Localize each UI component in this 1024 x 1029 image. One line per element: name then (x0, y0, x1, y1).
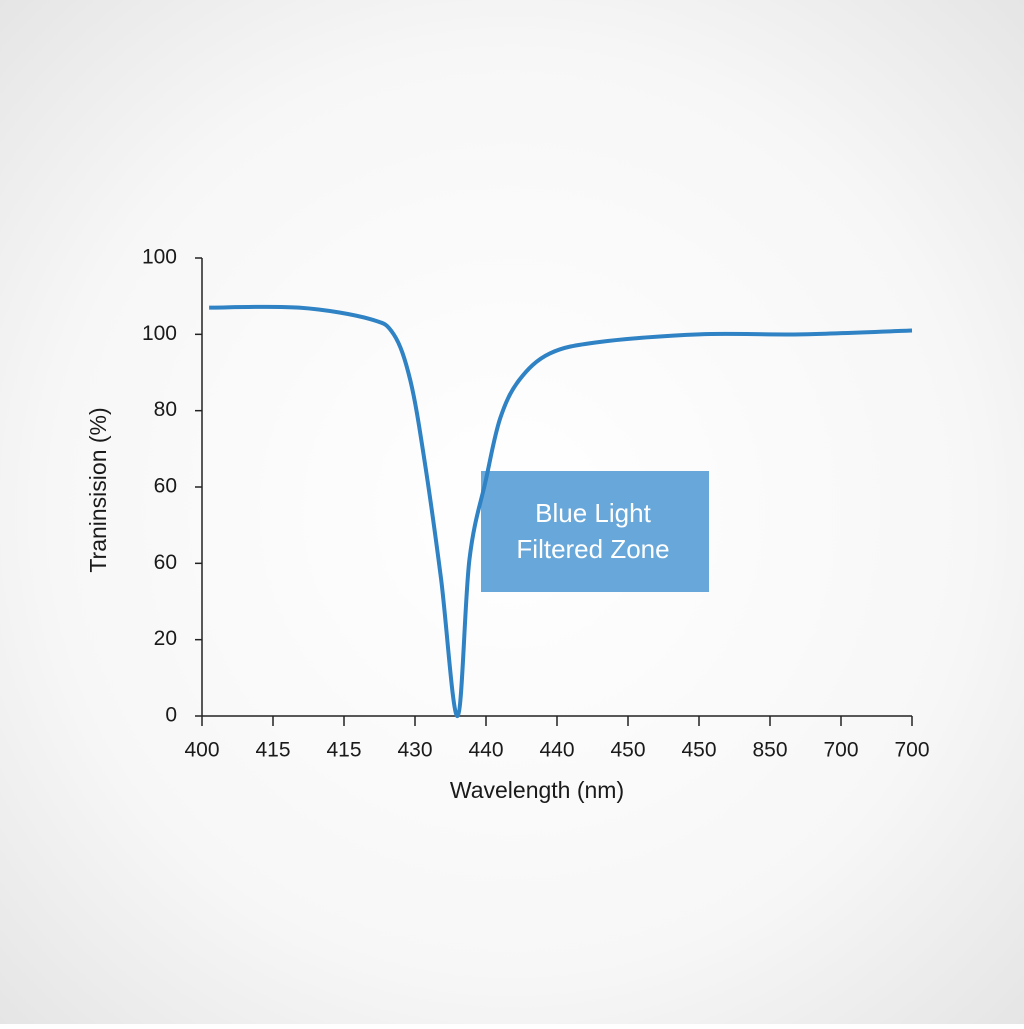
x-tick-label: 700 (823, 739, 858, 762)
x-tick-label: 440 (539, 739, 574, 762)
x-tick-label: 415 (255, 739, 290, 762)
annotation-text: Blue Light (535, 498, 651, 528)
annotation-box (481, 471, 709, 592)
y-tick-label: 100 (142, 322, 177, 345)
x-tick-label: 415 (326, 739, 361, 762)
annotation-text: Filtered Zone (516, 534, 669, 564)
x-tick-label: 700 (894, 739, 929, 762)
line-series (209, 304, 913, 719)
x-tick-label: 400 (184, 739, 219, 762)
y-tick-label: 0 (165, 704, 177, 727)
x-tick-label: 450 (681, 739, 716, 762)
x-axis-label: Wavelength (nm) (450, 777, 624, 803)
y-tick-label: 60 (154, 551, 177, 574)
y-tick-label: 100 (142, 246, 177, 269)
y-axis-label: Traninsision (%) (85, 407, 111, 572)
x-tick-label: 850 (752, 739, 787, 762)
x-tick-label: 440 (468, 739, 503, 762)
x-tick-label: 430 (397, 739, 432, 762)
x-tick-label: 450 (610, 739, 645, 762)
y-tick-label: 80 (154, 398, 177, 421)
y-tick-label: 60 (154, 475, 177, 498)
y-tick-label: 20 (154, 627, 177, 650)
